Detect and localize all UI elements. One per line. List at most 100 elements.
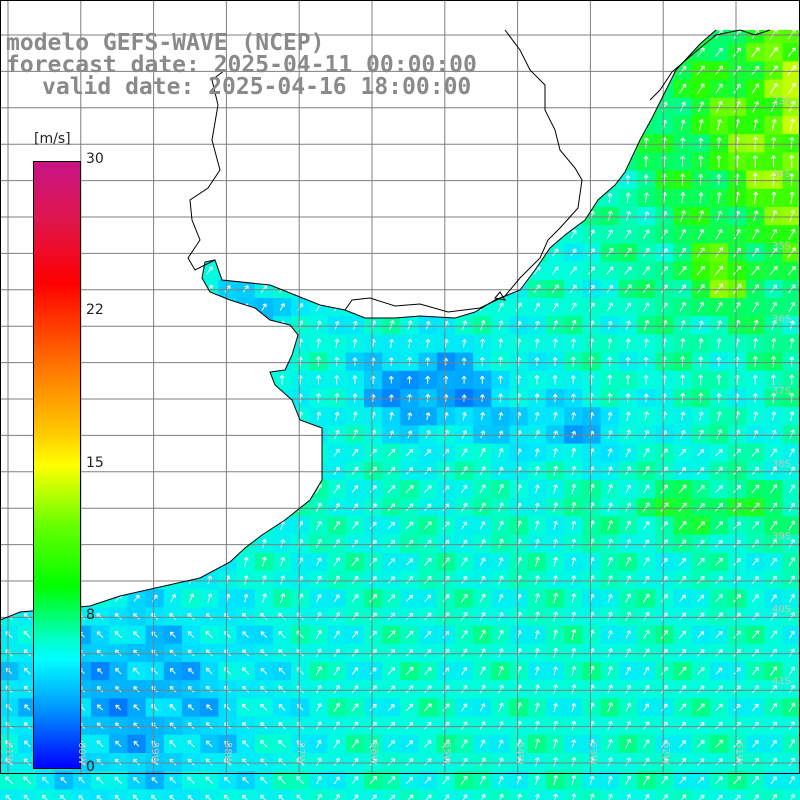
wind-arrow	[151, 539, 158, 548]
wind-arrow	[25, 211, 31, 221]
wind-arrow	[479, 357, 485, 367]
wind-arrow	[243, 338, 249, 349]
speed-cell	[618, 116, 638, 135]
speed-cell	[473, 116, 492, 135]
speed-cell	[218, 298, 238, 317]
wind-arrow	[25, 319, 31, 331]
wind-arrow	[151, 266, 159, 275]
wind-arrow	[188, 484, 195, 494]
wind-arrow	[170, 192, 176, 203]
wind-arrow	[625, 484, 632, 494]
wind-arrow	[424, 539, 432, 548]
wind-arrow	[242, 722, 250, 730]
wind-arrow	[715, 100, 723, 113]
wind-arrow	[23, 794, 31, 800]
wind-arrow	[533, 84, 541, 93]
speed-cell	[163, 134, 183, 153]
wind-arrow	[6, 557, 13, 567]
wind-arrow	[169, 722, 177, 729]
wind-arrow	[789, 356, 795, 367]
wind-arrow	[607, 484, 613, 494]
wind-arrow	[296, 776, 305, 785]
wind-arrow	[642, 466, 650, 476]
wind-arrow	[533, 247, 541, 257]
wind-arrow	[407, 138, 413, 149]
wind-arrow	[733, 485, 742, 494]
speed-cell	[309, 461, 329, 481]
wind-arrow	[334, 392, 340, 403]
speed-cell	[254, 116, 274, 135]
wind-arrow	[751, 630, 760, 639]
speed-cell	[600, 30, 620, 44]
speed-cell	[163, 480, 183, 499]
wind-arrow	[169, 612, 177, 620]
wind-arrow	[697, 302, 705, 312]
wind-arrow	[206, 302, 213, 312]
wind-arrow	[624, 284, 632, 294]
speed-cell	[400, 97, 420, 117]
wind-arrow	[333, 448, 340, 457]
wind-arrow	[498, 356, 504, 367]
wind-arrow	[479, 539, 486, 549]
speed-cell	[273, 480, 292, 499]
wind-arrow	[407, 338, 413, 348]
wind-arrow	[351, 503, 359, 512]
wind-arrow	[461, 667, 468, 675]
speed-cell	[145, 389, 165, 408]
wind-arrow	[133, 686, 140, 693]
wind-arrow	[497, 484, 504, 494]
speed-cell	[600, 61, 620, 81]
wind-arrow	[771, 209, 777, 223]
speed-cell	[163, 188, 183, 208]
wind-arrow	[97, 229, 104, 239]
wind-arrow	[423, 521, 432, 530]
wind-arrow	[643, 757, 650, 767]
wind-arrow	[624, 247, 632, 258]
wind-arrow	[407, 393, 413, 402]
wind-arrow	[224, 248, 231, 257]
speed-cell	[400, 225, 420, 244]
wind-arrow	[351, 30, 359, 39]
wind-arrow	[442, 30, 450, 39]
wind-arrow	[697, 649, 705, 657]
wind-arrow	[388, 357, 394, 366]
speed-cell	[436, 243, 456, 263]
wind-arrow	[714, 65, 724, 76]
wind-arrow	[607, 538, 613, 549]
speed-cell	[436, 30, 456, 44]
speed-cell	[54, 789, 74, 800]
speed-cell	[509, 61, 529, 81]
speed-cell	[455, 152, 474, 172]
wind-arrow	[660, 666, 668, 676]
wind-arrow	[352, 101, 359, 112]
wind-arrow	[570, 356, 576, 367]
wind-arrow	[97, 357, 103, 367]
wind-arrow	[424, 503, 432, 511]
wind-arrow	[369, 448, 377, 457]
wind-arrow	[261, 429, 268, 440]
wind-arrow	[553, 484, 558, 494]
speed-cell	[527, 188, 547, 208]
wind-arrow	[696, 703, 705, 712]
wind-arrow	[315, 793, 322, 800]
wind-arrow	[134, 138, 140, 149]
wind-arrow	[24, 704, 31, 711]
wind-arrow	[333, 284, 340, 293]
wind-arrow	[660, 47, 669, 57]
wind-arrow	[660, 448, 668, 457]
wind-arrow	[425, 138, 431, 148]
wind-arrow	[733, 448, 741, 457]
wind-arrow	[733, 521, 741, 530]
speed-cell	[145, 552, 165, 572]
wind-arrow	[352, 211, 358, 221]
wind-arrow	[207, 484, 213, 494]
speed-cell	[218, 97, 238, 117]
wind-arrow	[188, 374, 194, 385]
wind-arrow	[351, 594, 359, 603]
wind-arrow	[369, 557, 377, 566]
speed-cell	[509, 170, 529, 190]
wind-arrow	[771, 356, 777, 368]
speed-cell	[163, 498, 183, 517]
wind-arrow	[389, 211, 395, 221]
wind-arrow	[553, 702, 558, 712]
